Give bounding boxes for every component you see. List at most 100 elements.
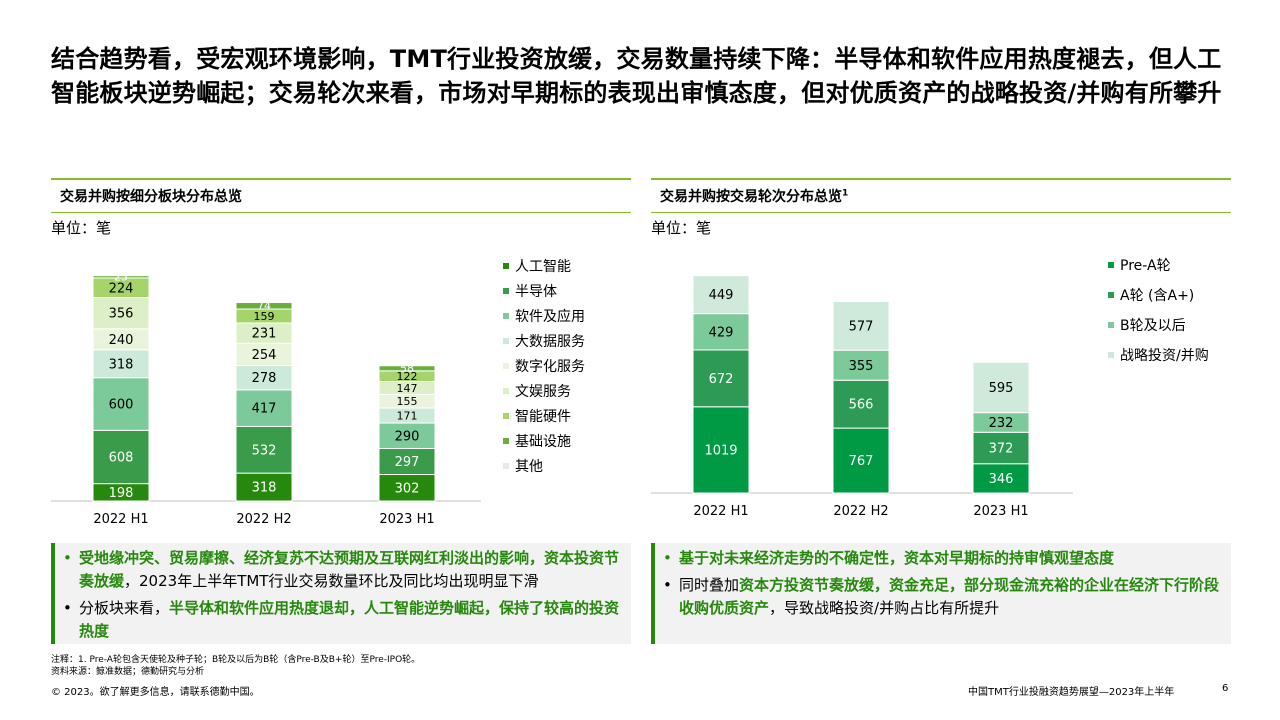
legend-swatch xyxy=(503,462,509,469)
data-label: 74 xyxy=(257,300,271,313)
left-insights-box: • 受地缘冲突、贸易摩擦、经济复苏不达预期及互联网红利淡出的影响，资本投资节奏放… xyxy=(51,543,631,644)
bar-segment xyxy=(692,275,750,315)
right-panel-title: 交易并购按交易轮次分布总览1 xyxy=(660,188,849,205)
round-legend: Pre-A轮 A轮 (含A+) B轮及以后战略投资/并购 xyxy=(1108,250,1209,370)
legend-label: A轮 (含A+) xyxy=(1120,288,1195,304)
legend-swatch xyxy=(503,437,509,444)
x-tick-label: 2023 H1 xyxy=(379,512,434,527)
data-label: 767 xyxy=(849,454,874,469)
right-panel-top-rule xyxy=(651,178,1231,180)
data-label: 155 xyxy=(397,395,418,408)
legend-label: 半导体 xyxy=(515,283,557,300)
data-label: 224 xyxy=(109,281,134,296)
bar-segment xyxy=(378,447,436,476)
round-stacked-bar-chart: 1019 672 429 449 2022 H1 767 566 355 577 2022 H2 3… xyxy=(651,275,1073,519)
legend-label: 大数据服务 xyxy=(515,333,585,350)
bar-segment xyxy=(235,389,293,427)
data-label: 25 xyxy=(114,271,128,284)
left-bullet-2: • 分板块来看，半导体和软件应用热度退却，人工智能逆势崛起，保持了较高的投资热度 xyxy=(63,599,620,640)
legend-swatch xyxy=(503,412,509,419)
legend-item: A轮 (含A+) xyxy=(1108,280,1209,310)
data-label: 278 xyxy=(252,371,277,386)
data-label: 1019 xyxy=(704,443,737,458)
data-label: 449 xyxy=(709,288,734,303)
left-panel-title: 交易并购按细分板块分布总览 xyxy=(60,189,242,205)
legend-item: 人工智能 xyxy=(503,253,585,278)
bar-segment xyxy=(972,463,1030,494)
bar-segment xyxy=(92,275,150,279)
data-label: 417 xyxy=(252,402,277,417)
bar-segment xyxy=(235,365,293,391)
data-label: 372 xyxy=(989,442,1014,457)
page-title: 结合趋势看，受宏观环境影响，TMT行业投资放缓，交易数量持续下降：半导体和软件应… xyxy=(51,45,1222,107)
right-bullet-1: • 基于对未来经济走势的不确定性，资本对早期标的持审慎观望态度 xyxy=(663,549,1115,567)
data-label: 595 xyxy=(989,381,1014,396)
report-name: 中国TMT行业投融资趋势展望—2023年上半年 xyxy=(968,687,1175,698)
data-label: 429 xyxy=(709,325,734,340)
legend-label: 智能硬件 xyxy=(515,408,571,425)
data-label: 532 xyxy=(252,443,277,458)
data-label: 318 xyxy=(252,481,277,496)
footnote-source: 资料来源：鲸准数据；德勤研究与分析 xyxy=(51,667,205,677)
x-tick-label: 2022 H1 xyxy=(93,512,148,527)
left-panel-title-rule xyxy=(51,212,631,213)
legend-label: 基础设施 xyxy=(515,433,571,450)
data-label: 231 xyxy=(252,327,277,342)
legend-item: 软件及应用 xyxy=(503,303,585,328)
data-label: 232 xyxy=(989,416,1014,431)
legend-swatch xyxy=(1108,322,1114,328)
bar-segment xyxy=(235,302,293,310)
legend-swatch xyxy=(503,362,509,369)
legend-item: 其他 xyxy=(503,453,585,478)
bar-segment xyxy=(972,431,1030,465)
legend-label: 其他 xyxy=(515,458,543,475)
legend-label: 数字化服务 xyxy=(515,358,585,375)
left-bullet-1: • 受地缘冲突、贸易摩擦、经济复苏不达预期及互联网红利淡出的影响，资本投资节奏放… xyxy=(63,549,620,590)
bar-segment xyxy=(832,349,890,381)
legend-swatch xyxy=(1108,292,1114,298)
data-label: 198 xyxy=(109,486,134,501)
bar-segment xyxy=(92,377,150,431)
data-label: 346 xyxy=(989,472,1014,487)
data-label: 600 xyxy=(109,398,134,413)
legend-label: 软件及应用 xyxy=(515,308,585,325)
data-label: 122 xyxy=(397,370,418,383)
data-label: 577 xyxy=(849,319,874,334)
data-label: 254 xyxy=(252,348,277,363)
legend-item: Pre-A轮 xyxy=(1108,250,1209,280)
bar-segment xyxy=(832,300,890,351)
legend-item: 大数据服务 xyxy=(503,328,585,353)
legend-item: 战略投资/并购 xyxy=(1108,340,1209,370)
right-bullet-2: • 同时叠加资本方投资节奏放缓，资金充足，部分现金流充裕的企业在经济下行阶段收购… xyxy=(663,576,1220,617)
legend-label: B轮及以后 xyxy=(1120,318,1186,334)
page-number: 6 xyxy=(1222,683,1229,694)
left-panel-top-rule xyxy=(51,178,631,180)
footnote-1: 注释：1. Pre-A轮包含天使轮及种子轮；B轮及以后为B轮（含Pre-B及B+… xyxy=(51,655,421,665)
legend-item: B轮及以后 xyxy=(1108,310,1209,340)
legend-swatch xyxy=(503,312,509,319)
bar-segment xyxy=(378,365,436,372)
legend-label: 战略投资/并购 xyxy=(1120,348,1209,364)
right-insights-box: • 基于对未来经济走势的不确定性，资本对早期标的持审慎观望态度 • 同时叠加资本… xyxy=(651,543,1231,644)
legend-item: 基础设施 xyxy=(503,428,585,453)
legend-label: 文娱服务 xyxy=(515,383,571,400)
data-label: 566 xyxy=(849,398,874,413)
right-panel-title-rule xyxy=(651,212,1231,213)
right-unit-label: 单位：笔 xyxy=(651,219,712,237)
legend-swatch xyxy=(503,337,509,344)
x-tick-label: 2022 H2 xyxy=(236,512,291,527)
legend-swatch xyxy=(503,387,509,394)
bar-segment xyxy=(692,406,750,494)
data-label: 171 xyxy=(397,409,418,422)
bar-segment xyxy=(972,361,1030,414)
x-tick-label: 2022 H1 xyxy=(693,504,748,519)
legend-swatch xyxy=(503,262,509,269)
copyright: © 2023。欲了解更多信息，请联系德勤中国。 xyxy=(51,687,260,698)
x-tick-label: 2023 H1 xyxy=(973,504,1028,519)
data-label: 290 xyxy=(395,429,420,444)
data-label: 355 xyxy=(849,359,874,374)
bar-segment xyxy=(92,429,150,485)
bar-segment xyxy=(235,472,293,502)
left-unit-label: 单位：笔 xyxy=(51,219,112,237)
